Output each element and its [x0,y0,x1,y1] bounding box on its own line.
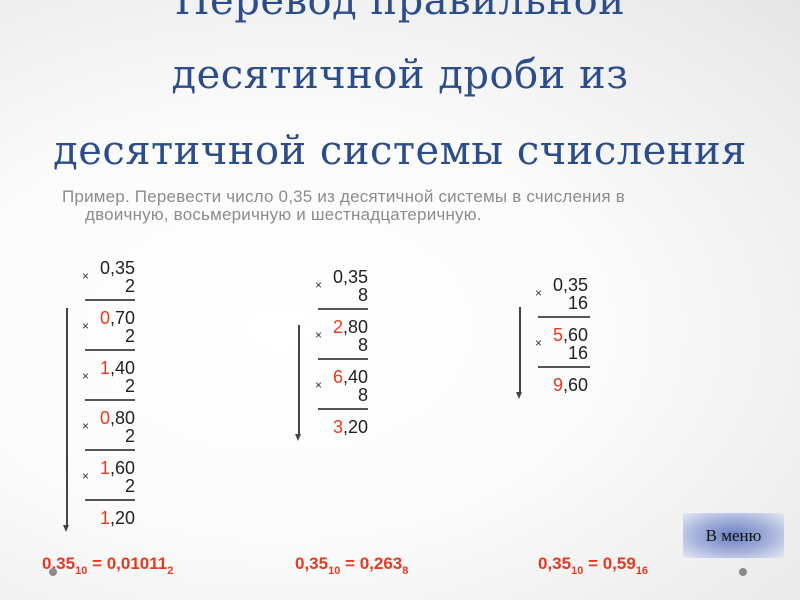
fraction-part: ,80 [109,408,135,428]
result-lhs-base: 10 [571,565,584,577]
result-eq: = [340,554,360,573]
times-icon: × [82,469,90,483]
down-arrow-icon [516,307,522,399]
multiplier: 8 [357,285,368,305]
integer-digit: 2 [332,317,343,337]
times-icon: × [82,319,90,333]
nav-dot[interactable] [739,568,747,576]
times-icon: × [82,419,90,433]
result-rhs: 0,59 [602,554,636,573]
fraction-part: ,20 [342,417,368,437]
integer-digit: 6 [332,367,343,387]
multiplier: 2 [124,426,135,446]
title-line-2: десятичной дроби из [171,52,629,98]
menu-button-label: В меню [705,525,762,545]
integer-digit: 9 [552,375,563,395]
divider-line [538,366,590,368]
nav-dot[interactable] [49,568,57,576]
result-eq: = [583,554,603,573]
menu-button[interactable]: В меню [683,513,784,558]
fraction-part: ,60 [109,458,135,478]
divider-line [318,308,368,310]
multiplier: 16 [567,343,588,363]
fraction-part: ,70 [109,308,135,328]
title-line-3: десятичной системы счисления [53,128,747,174]
result-lhs: 0,35 [42,554,76,573]
start-value: 0,35 [332,267,368,287]
result-octal: 0,3510 = 0,2638 [295,554,408,577]
divider-line [85,499,135,501]
times-icon: × [535,336,543,350]
multiplier: 2 [124,476,135,496]
down-arrow-icon [63,308,69,532]
product-number: 0,70 [85,308,135,328]
multiplier: 16 [567,293,588,313]
fraction-part: ,60 [562,375,588,395]
result-eq: = [87,554,107,573]
down-arrow-icon [295,325,301,441]
start-number: 0,35 [538,275,588,295]
fraction-part: ,40 [109,358,135,378]
example-line-1: Пример. Перевести число 0,35 из десятичн… [62,187,625,206]
times-icon: × [82,369,90,383]
product-number: 2,80 [318,317,368,337]
result-lhs: 0,35 [295,554,329,573]
divider-line [85,299,135,301]
fraction-part: ,60 [562,325,588,345]
integer-digit: 5 [552,325,563,345]
result-rhs-base: 8 [402,565,409,577]
result-rhs-base: 16 [635,565,649,577]
integer-digit: 1 [99,508,110,528]
result-lhs: 0,35 [538,554,572,573]
times-icon: × [315,278,323,292]
times-icon: × [315,328,323,342]
times-icon: × [535,286,543,300]
fraction-part: ,20 [109,508,135,528]
result-binary: 0,3510 = 0,010112 [42,554,173,577]
times-icon: × [315,378,323,392]
product-number: 3,20 [318,417,368,437]
divider-line [318,408,368,410]
example-line-2: двоичную, восьмеричную и шестнадцатеричн… [85,205,482,224]
divider-line [85,399,135,401]
integer-digit: 1 [99,358,110,378]
title-line-1: Перевод правильной [174,0,626,24]
fraction-part: ,80 [342,317,368,337]
start-value: 0,35 [99,258,135,278]
integer-digit: 3 [332,417,343,437]
divider-line [318,358,368,360]
integer-digit: 0 [99,308,110,328]
result-lhs-base: 10 [328,565,341,577]
start-number: 0,35 [85,258,135,278]
product-number: 1,40 [85,358,135,378]
start-number: 0,35 [318,267,368,287]
product-number: 1,20 [85,508,135,528]
result-rhs: 0,01011 [106,554,168,573]
result-lhs-base: 10 [75,565,88,577]
integer-digit: 0 [99,408,110,428]
multiplier: 2 [124,376,135,396]
multiplier: 2 [124,326,135,346]
fraction-part: ,40 [342,367,368,387]
multiplier: 8 [357,385,368,405]
product-number: 5,60 [538,325,588,345]
start-value: 0,35 [552,275,588,295]
result-rhs-base: 2 [167,565,174,577]
multiplier: 2 [124,276,135,296]
result-hex: 0,3510 = 0,5916 [538,554,648,577]
product-number: 9,60 [538,375,588,395]
result-rhs: 0,263 [359,554,403,573]
product-number: 6,40 [318,367,368,387]
divider-line [85,349,135,351]
divider-line [538,316,590,318]
integer-digit: 1 [99,458,110,478]
times-icon: × [82,269,90,283]
multiplier: 8 [357,335,368,355]
divider-line [85,449,135,451]
product-number: 1,60 [85,458,135,478]
product-number: 0,80 [85,408,135,428]
